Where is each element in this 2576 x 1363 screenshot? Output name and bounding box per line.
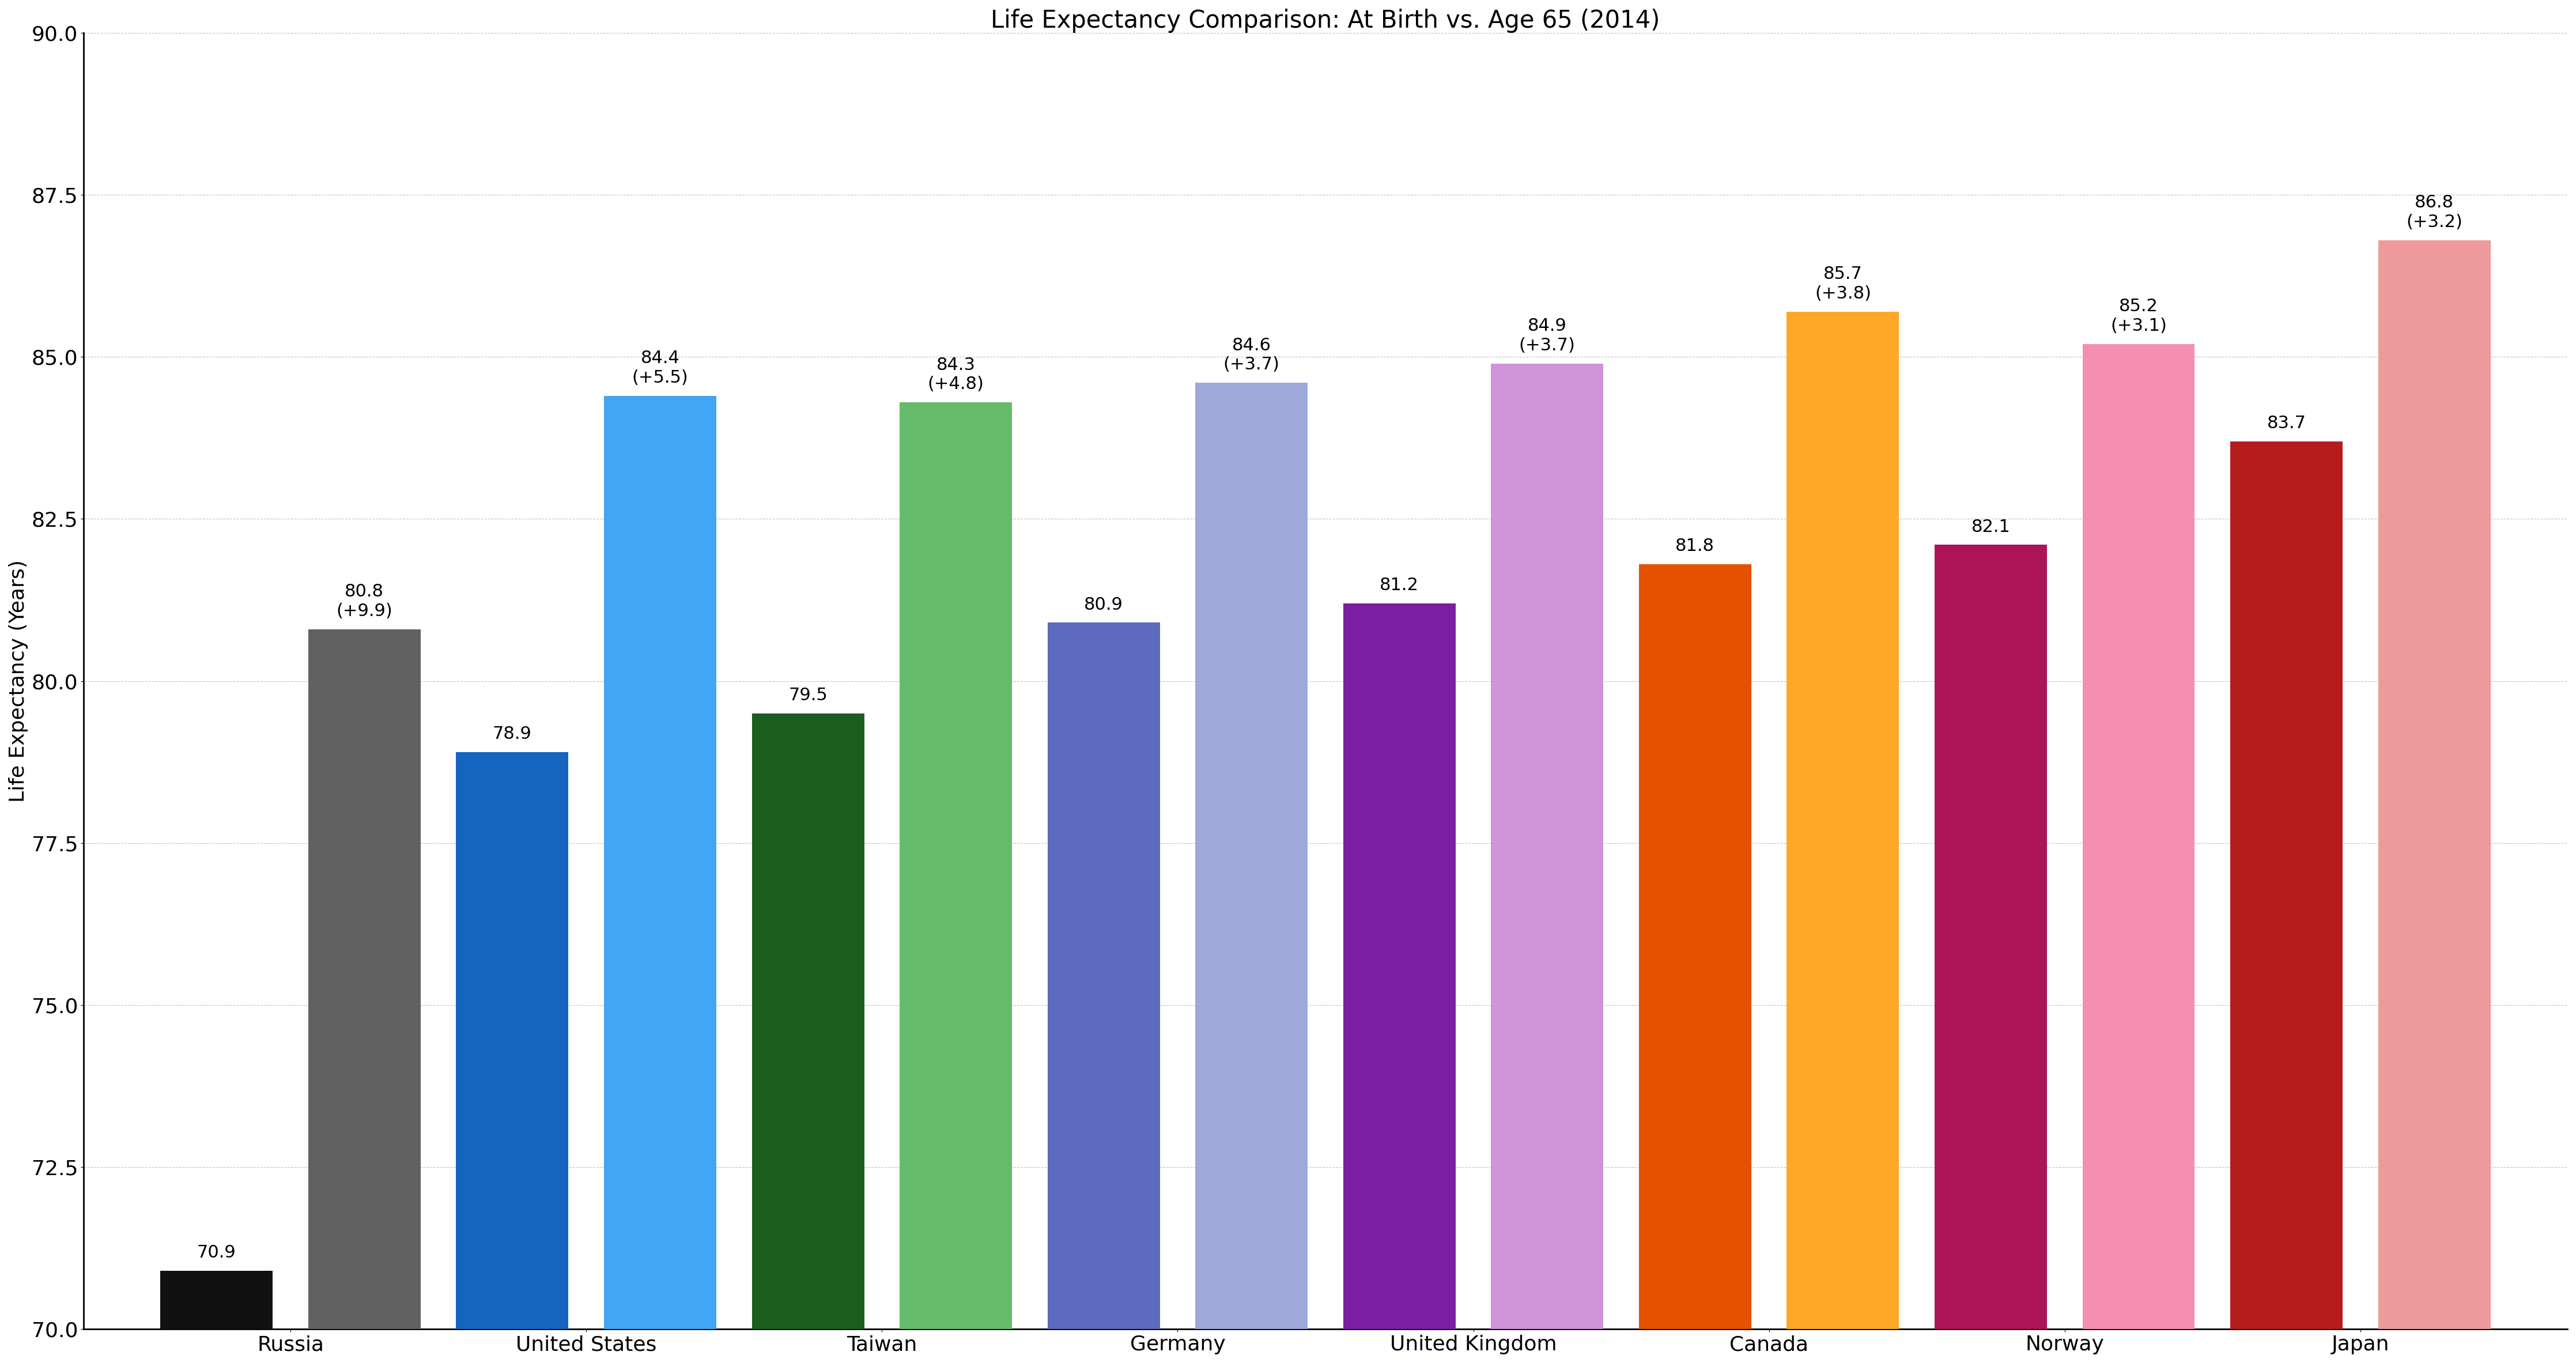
Bar [1788, 312, 1899, 1329]
Text: 86.8
(+3.2): 86.8 (+3.2) [2406, 195, 2463, 230]
Bar [1935, 545, 2048, 1329]
Bar [1492, 364, 1602, 1329]
Title: Life Expectancy Comparison: At Birth vs. Age 65 (2014): Life Expectancy Comparison: At Birth vs.… [992, 8, 1659, 33]
Bar [752, 713, 863, 1329]
Text: 83.7: 83.7 [2267, 414, 2306, 432]
Bar [899, 402, 1012, 1329]
Bar [456, 752, 569, 1329]
Text: 78.9: 78.9 [492, 726, 531, 743]
Text: 79.5: 79.5 [788, 687, 827, 703]
Bar [1048, 623, 1159, 1329]
Y-axis label: Life Expectancy (Years): Life Expectancy (Years) [8, 560, 28, 803]
Text: 85.7
(+3.8): 85.7 (+3.8) [1814, 266, 1870, 301]
Text: 84.4
(+5.5): 84.4 (+5.5) [631, 350, 688, 386]
Text: 81.8: 81.8 [1674, 538, 1716, 555]
Text: 84.9
(+3.7): 84.9 (+3.7) [1520, 318, 1577, 353]
Text: 82.1: 82.1 [1971, 518, 2009, 536]
Text: 81.2: 81.2 [1381, 577, 1419, 593]
Text: 80.9: 80.9 [1084, 596, 1123, 613]
Bar [1638, 564, 1752, 1329]
Text: 85.2
(+3.1): 85.2 (+3.1) [2110, 298, 2166, 334]
Text: 80.8
(+9.9): 80.8 (+9.9) [337, 583, 392, 619]
Bar [2081, 343, 2195, 1329]
Text: 70.9: 70.9 [196, 1244, 237, 1261]
Text: 84.3
(+4.8): 84.3 (+4.8) [927, 357, 984, 393]
Bar [603, 395, 716, 1329]
Bar [1195, 383, 1309, 1329]
Bar [2378, 240, 2491, 1329]
Bar [1342, 604, 1455, 1329]
Bar [309, 630, 420, 1329]
Text: 84.6
(+3.7): 84.6 (+3.7) [1224, 337, 1280, 373]
Bar [2231, 442, 2342, 1329]
Bar [160, 1270, 273, 1329]
